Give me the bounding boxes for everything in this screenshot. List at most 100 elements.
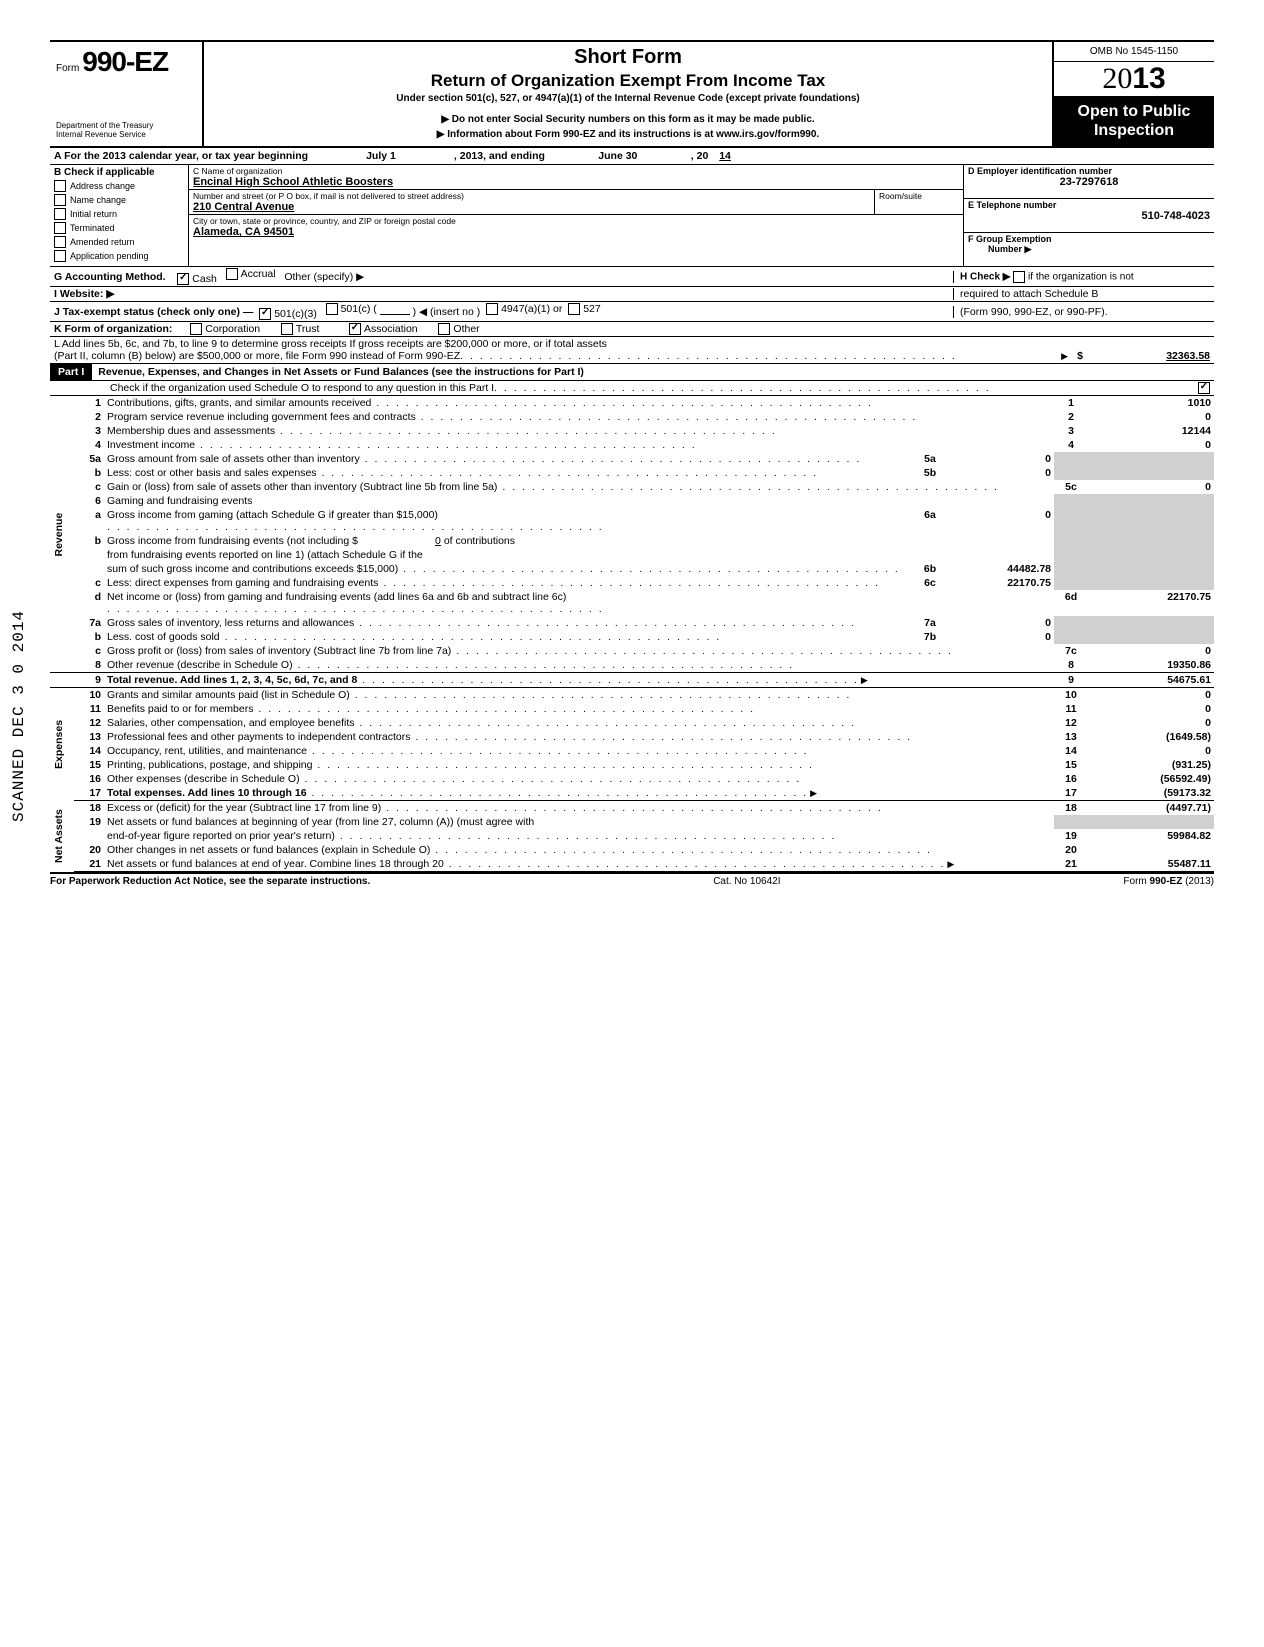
val-line-6d: 22170.75 xyxy=(1088,590,1214,616)
form-header: Form 990-EZ Department of the Treasury I… xyxy=(50,42,1214,148)
val-line-2: 0 xyxy=(1088,410,1214,424)
room-suite-label: Room/suite xyxy=(874,190,963,214)
row-h-prefix: H Check ▶ xyxy=(960,272,1010,283)
chk-association[interactable]: Association xyxy=(349,323,418,335)
chk-4947a1[interactable]: 4947(a)(1) or xyxy=(486,303,562,315)
street-value: 210 Central Avenue xyxy=(193,201,870,213)
chk-terminated[interactable]: Terminated xyxy=(54,222,184,234)
val-line-16: (56592.49) xyxy=(1088,772,1214,786)
row-a-tax-year: A For the 2013 calendar year, or tax yea… xyxy=(50,148,1214,165)
val-line-17: (59173.32 xyxy=(1088,786,1214,801)
section-revenue: Revenue xyxy=(50,396,74,673)
val-line-6c: 22170.75 xyxy=(948,576,1054,590)
org-name-value: Encinal High School Athletic Boosters xyxy=(193,176,959,188)
chk-initial-return[interactable]: Initial return xyxy=(54,208,184,220)
row-k-label: K Form of organization: xyxy=(54,323,172,335)
val-line-8: 19350.86 xyxy=(1088,658,1214,673)
part-1-check-text: Check if the organization used Schedule … xyxy=(110,382,494,394)
row-a-label: A For the 2013 calendar year, or tax yea… xyxy=(54,150,308,162)
chk-other-org[interactable]: Other xyxy=(438,323,479,335)
chk-name-change[interactable]: Name change xyxy=(54,194,184,206)
row-l-gross-receipts: L Add lines 5b, 6c, and 7b, to line 9 to… xyxy=(50,337,1214,364)
ein-label: D Employer identification number xyxy=(968,166,1210,176)
dept-irs: Internal Revenue Service xyxy=(56,131,196,140)
part-1-title: Revenue, Expenses, and Changes in Net As… xyxy=(92,364,1214,380)
city-label: City or town, state or province, country… xyxy=(193,216,959,226)
title-short-form: Short Form xyxy=(212,46,1044,69)
val-line-21: 55487.11 xyxy=(1088,857,1214,872)
val-line-5c: 0 xyxy=(1088,480,1214,494)
chk-amended-return[interactable]: Amended return xyxy=(54,236,184,248)
instruction-info: ▶ Information about Form 990-EZ and its … xyxy=(212,129,1044,140)
omb-number: OMB No 1545-1150 xyxy=(1054,42,1214,62)
footer-catno: Cat. No 10642I xyxy=(713,876,780,887)
form-990ez-page: SCANNED DEC 3 0 2014 Form 990-EZ Departm… xyxy=(50,40,1214,887)
chk-501c3[interactable]: 501(c)(3) xyxy=(259,308,317,320)
row-h-line3: (Form 990, 990-EZ, or 990-PF). xyxy=(953,306,1210,318)
val-line-6b: 44482.78 xyxy=(948,562,1054,576)
header-center: Short Form Return of Organization Exempt… xyxy=(204,42,1052,146)
footer-paperwork: For Paperwork Reduction Act Notice, see … xyxy=(50,876,370,887)
row-a-tail: , 20 xyxy=(691,150,709,162)
org-name-label: C Name of organization xyxy=(193,166,959,176)
chk-527[interactable]: 527 xyxy=(568,303,601,315)
val-line-4: 0 xyxy=(1088,438,1214,452)
group-exemption-label: F Group Exemption xyxy=(968,234,1210,244)
row-l-line1: L Add lines 5b, 6c, and 7b, to line 9 to… xyxy=(54,338,1210,350)
chk-accrual[interactable]: Accrual xyxy=(226,268,276,280)
part-1-table: Revenue 1 Contributions, gifts, grants, … xyxy=(50,396,1214,872)
val-line-5b: 0 xyxy=(948,466,1054,480)
chk-trust[interactable]: Trust xyxy=(281,323,320,335)
col-d-ein-phone: D Employer identification number 23-7297… xyxy=(963,165,1214,266)
year-prefix: 20 xyxy=(1102,62,1132,95)
row-h-suffix: if the organization is not xyxy=(1028,272,1134,283)
chk-application-pending[interactable]: Application pending xyxy=(54,250,184,262)
val-line-7a: 0 xyxy=(948,616,1054,630)
row-g-label: G Accounting Method. xyxy=(54,271,166,283)
val-line-11: 0 xyxy=(1088,702,1214,716)
row-a-end: June 30 xyxy=(548,150,688,162)
val-line-1: 1010 xyxy=(1088,396,1214,410)
year-bold: 13 xyxy=(1132,62,1165,95)
chk-address-change[interactable]: Address change xyxy=(54,180,184,192)
part-1-label: Part I xyxy=(50,364,92,380)
form-prefix: Form xyxy=(56,63,79,74)
part-1-header: Part I Revenue, Expenses, and Changes in… xyxy=(50,364,1214,381)
val-line-12: 0 xyxy=(1088,716,1214,730)
tax-year: 2013 xyxy=(1054,62,1214,96)
val-line-6b-contrib: 0 xyxy=(361,535,441,547)
col-b-label: B Check if applicable xyxy=(54,167,184,178)
page-footer: For Paperwork Reduction Act Notice, see … xyxy=(50,872,1214,887)
val-line-20 xyxy=(1088,843,1214,857)
row-k-form-org: K Form of organization: Corporation Trus… xyxy=(50,322,1214,337)
row-g-h: G Accounting Method. Cash Accrual Other … xyxy=(50,267,1214,287)
val-line-19: 59984.82 xyxy=(1088,829,1214,843)
instruction-ssn: ▶ Do not enter Social Security numbers o… xyxy=(212,114,1044,125)
val-line-6a: 0 xyxy=(948,508,1054,534)
header-right: OMB No 1545-1150 2013 Open to Public Ins… xyxy=(1052,42,1214,146)
row-a-mid: , 2013, and ending xyxy=(454,150,545,162)
part-1-check-row: Check if the organization used Schedule … xyxy=(50,381,1214,396)
city-value: Alameda, CA 94501 xyxy=(193,226,959,238)
street-label: Number and street (or P O box, if mail i… xyxy=(193,191,870,201)
val-line-13: (1649.58) xyxy=(1088,730,1214,744)
chk-corporation[interactable]: Corporation xyxy=(190,323,260,335)
ein-value: 23-7297618 xyxy=(968,176,1210,188)
val-line-9: 54675.61 xyxy=(1088,673,1214,688)
other-specify: Other (specify) ▶ xyxy=(284,271,364,283)
val-line-15: (931.25) xyxy=(1088,758,1214,772)
chk-schedule-o-part1[interactable] xyxy=(1198,382,1210,394)
row-a-tail-val: 14 xyxy=(711,150,739,162)
section-expenses: Expenses xyxy=(50,688,74,801)
chk-cash[interactable]: Cash xyxy=(177,273,217,285)
chk-501c[interactable]: 501(c) ( xyxy=(326,303,377,315)
open-to-public: Open to Public Inspection xyxy=(1054,96,1214,146)
chk-501c-tail: ) ◀ (insert no ) xyxy=(413,306,481,318)
subtitle: Under section 501(c), 527, or 4947(a)(1)… xyxy=(212,93,1044,104)
group-exemption-number: Number ▶ xyxy=(968,244,1210,255)
scanned-stamp: SCANNED DEC 3 0 2014 xyxy=(10,610,28,822)
chk-row-h[interactable] xyxy=(1013,271,1025,283)
block-b-c-d: B Check if applicable Address change Nam… xyxy=(50,165,1214,267)
form-number: 990-EZ xyxy=(82,46,168,77)
val-line-18: (4497.71) xyxy=(1088,801,1214,816)
